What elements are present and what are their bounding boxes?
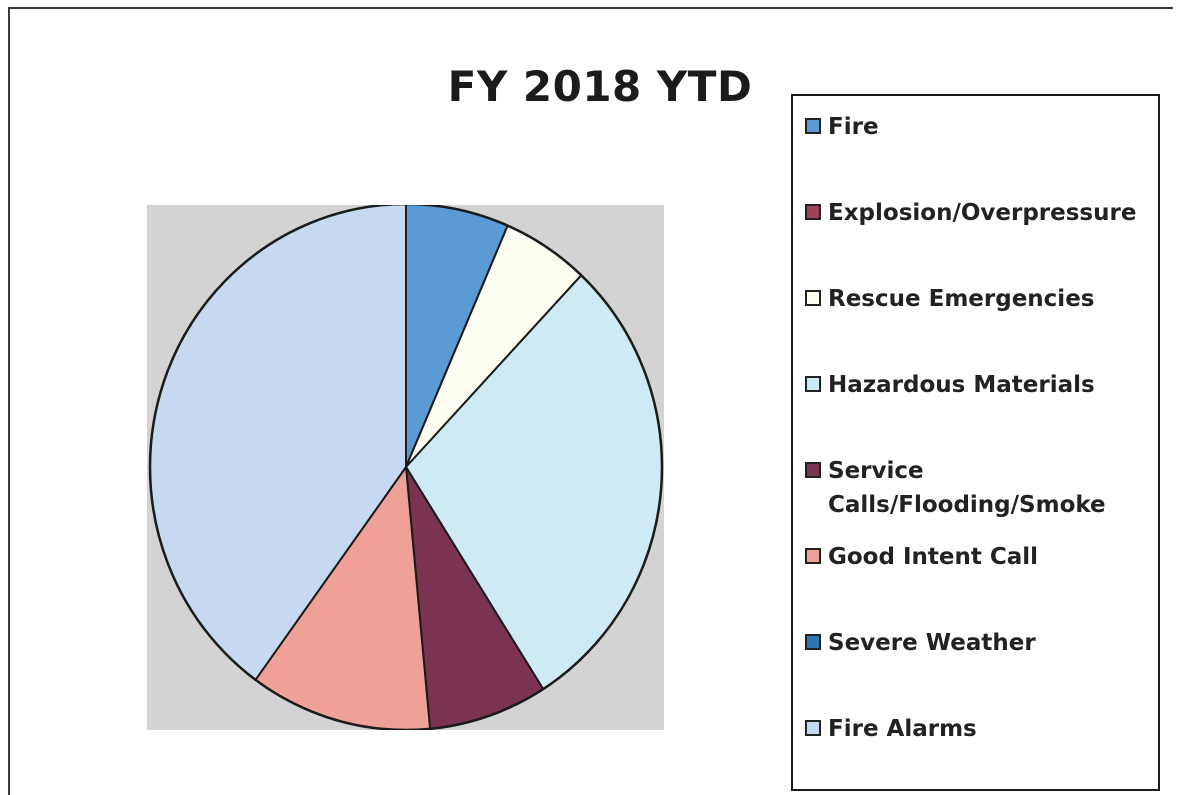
legend-item-fire-alarms: Fire Alarms — [805, 712, 1158, 746]
chart-title: FY 2018 YTD — [447, 62, 753, 111]
legend-label: Severe Weather — [828, 630, 1036, 656]
legend-swatch — [805, 634, 821, 650]
legend-item-explosion: Explosion/Overpressure — [805, 196, 1158, 230]
legend-label: Service Calls/Flooding/Smoke — [828, 458, 1106, 518]
legend-label: Hazardous Materials — [828, 372, 1095, 398]
legend-swatch — [805, 118, 821, 134]
legend-item-severe-weather: Severe Weather — [805, 626, 1158, 660]
plot-area — [147, 205, 664, 730]
pie-chart — [148, 205, 664, 730]
legend-swatch — [805, 204, 821, 220]
legend-swatch — [805, 548, 821, 564]
legend-swatch — [805, 462, 821, 478]
legend: Fire Explosion/Overpressure Rescue Emerg… — [791, 94, 1160, 791]
chart-frame — [8, 7, 1173, 795]
legend-label: Explosion/Overpressure — [828, 200, 1137, 226]
legend-label: Fire — [828, 114, 879, 140]
legend-swatch — [805, 720, 821, 736]
legend-label: Fire Alarms — [828, 716, 977, 742]
legend-item-rescue: Rescue Emergencies — [805, 282, 1158, 316]
legend-swatch — [805, 290, 821, 306]
legend-label: Rescue Emergencies — [828, 286, 1095, 312]
legend-item-service-calls: Service Calls/Flooding/Smoke — [805, 454, 1158, 522]
pie-outline — [148, 205, 664, 730]
legend-item-fire: Fire — [805, 110, 1158, 144]
legend-item-good-intent: Good Intent Call — [805, 540, 1158, 574]
legend-label: Good Intent Call — [828, 544, 1039, 570]
legend-swatch — [805, 376, 821, 392]
legend-item-hazmat: Hazardous Materials — [805, 368, 1158, 402]
